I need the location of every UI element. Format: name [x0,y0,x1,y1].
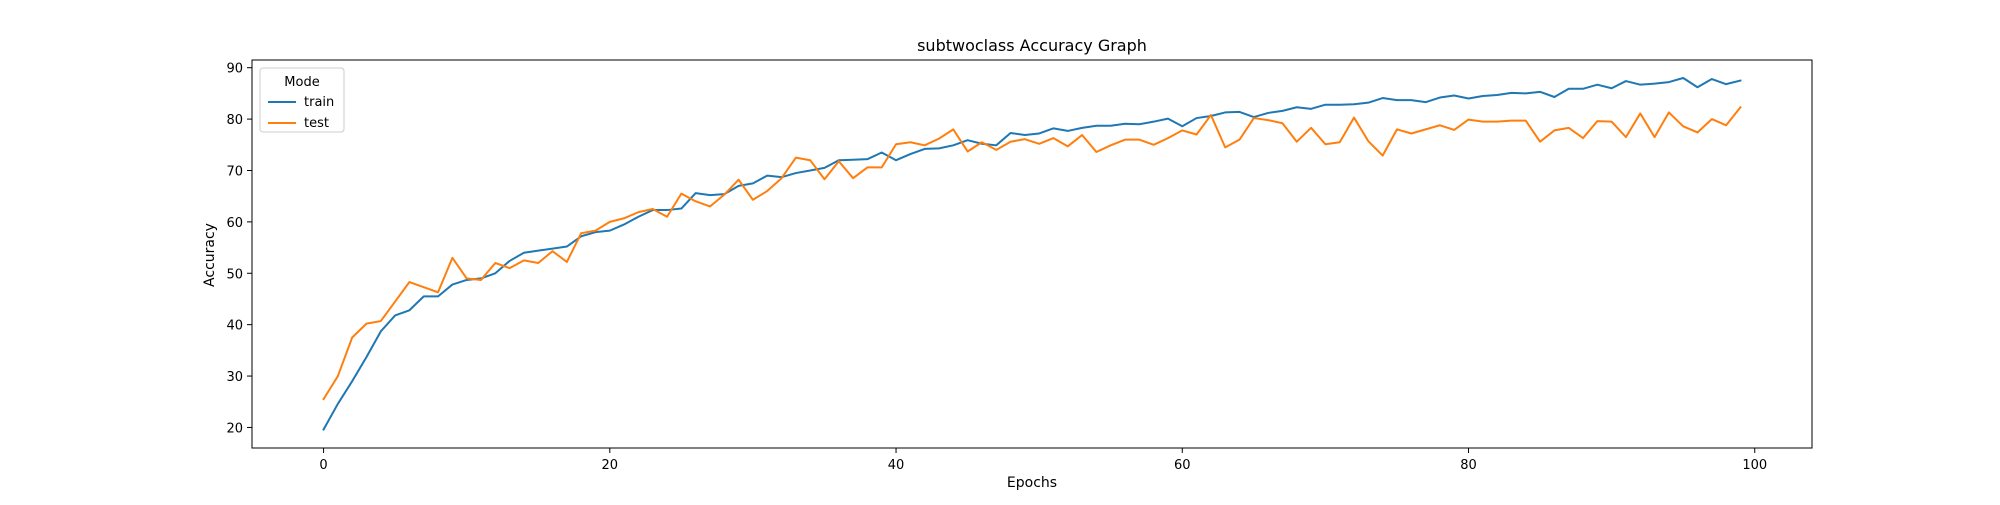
series-line-test [322,105,1742,401]
y-tick-label: 80 [226,113,243,128]
x-tick-label: 60 [1174,458,1191,473]
legend-label-train: train [304,95,334,110]
legend: Mode train test [259,67,345,133]
y-tick-label: 90 [226,62,243,77]
legend-title: Mode [284,75,319,90]
x-tick-label: 20 [602,458,619,473]
y-tick-label: 20 [226,421,243,436]
y-tick-label: 50 [226,267,243,282]
x-tick-label: 0 [319,458,327,473]
y-axis-label: Accuracy [202,223,218,287]
axes: 0 20 40 60 80 100 20 30 40 50 60 70 80 90 [226,59,1813,473]
x-tick-label: 40 [888,458,905,473]
plot-area [322,76,1742,431]
y-tick-label: 40 [226,319,243,334]
y-tick-label: 30 [226,370,243,385]
x-tick-label: 100 [1742,458,1767,473]
y-tick-label: 70 [226,164,243,179]
y-tick-label: 60 [226,216,243,231]
series-line-train [322,76,1742,431]
legend-box [259,67,345,133]
chart-title: subtwoclass Accuracy Graph [917,36,1147,55]
plot-frame [251,59,1813,449]
x-axis-label: Epochs [1007,475,1057,491]
x-tick-label: 80 [1460,458,1477,473]
legend-label-test: test [304,116,329,131]
